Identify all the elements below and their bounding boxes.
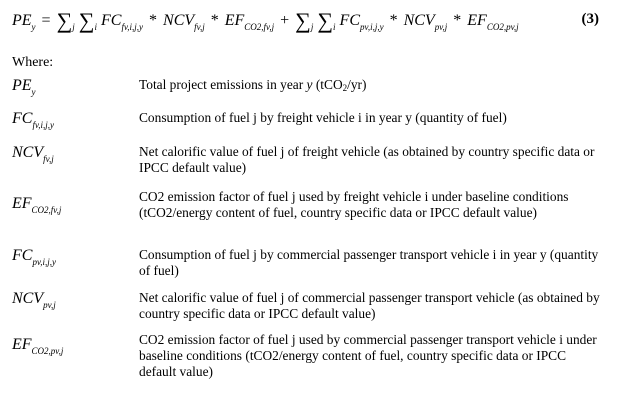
eq-term: NCV [163, 12, 195, 29]
eq-term-sub: pv,i,j,y [360, 22, 384, 32]
definition-text: Net calorific value of fuel j of freight… [139, 144, 595, 175]
definition-symbol: EFCO2,fv,j [12, 195, 62, 215]
eq-plus: + [280, 12, 290, 29]
eq-term: EF [224, 12, 245, 29]
definition-symbol: NCVpv,j [12, 290, 56, 310]
eq-term-sub: CO2,fv,j [244, 22, 275, 32]
definition-text: Total project emissions in year y (tCO2/… [139, 77, 367, 93]
sum-sub: j [310, 22, 314, 32]
sum-symbol: ∑ [295, 8, 311, 33]
definition-text: Consumption of fuel j by freight vehicle… [139, 110, 507, 125]
eq-equals: = [41, 12, 51, 29]
eq-lhs-sub: y [31, 22, 36, 32]
sum-sub: i [333, 22, 336, 32]
definition-text: CO2 emission factor of fuel j used by fr… [139, 189, 569, 220]
eq-times: * [210, 12, 219, 29]
definition-text: CO2 emission factor of fuel j used by co… [139, 332, 597, 379]
sum-symbol: ∑ [317, 8, 334, 33]
sum-sub: i [94, 22, 97, 32]
eq-term-sub: fv,j [194, 22, 205, 32]
eq-times: * [149, 12, 158, 29]
eq-term: EF [467, 12, 487, 29]
definition-symbol: NCVfv,j [12, 144, 54, 164]
equation-number: (3) [581, 11, 600, 27]
definition-symbol: EFCO2,pv,j [12, 336, 64, 356]
sum-symbol: ∑ [78, 8, 95, 33]
eq-times: * [389, 12, 398, 29]
definition-symbol: PEy [12, 77, 36, 97]
definition-symbol: FCfv,i,j,y [12, 110, 55, 130]
eq-term-sub: fv,i,j,y [121, 22, 144, 32]
where-label: Where: [12, 55, 54, 70]
definition-symbol: FCpv,i,j,y [12, 247, 57, 267]
sum-symbol: ∑ [56, 8, 73, 33]
eq-times: * [453, 12, 462, 29]
eq-term: NCV [403, 12, 435, 29]
equation: PEy = ∑j ∑i FCfv,i,j,y * NCVfv,j * EFCO2… [12, 8, 612, 44]
eq-term-sub: CO2,pv,j [486, 22, 519, 32]
definition-text: Net calorific value of fuel j of commerc… [139, 290, 600, 321]
eq-term-sub: pv,j [434, 22, 448, 32]
eq-lhs: PE [12, 12, 32, 29]
sum-sub: j [72, 22, 75, 32]
definition-text: Consumption of fuel j by commercial pass… [139, 247, 599, 278]
eq-term: FC [100, 12, 122, 29]
eq-term: FC [339, 12, 360, 29]
